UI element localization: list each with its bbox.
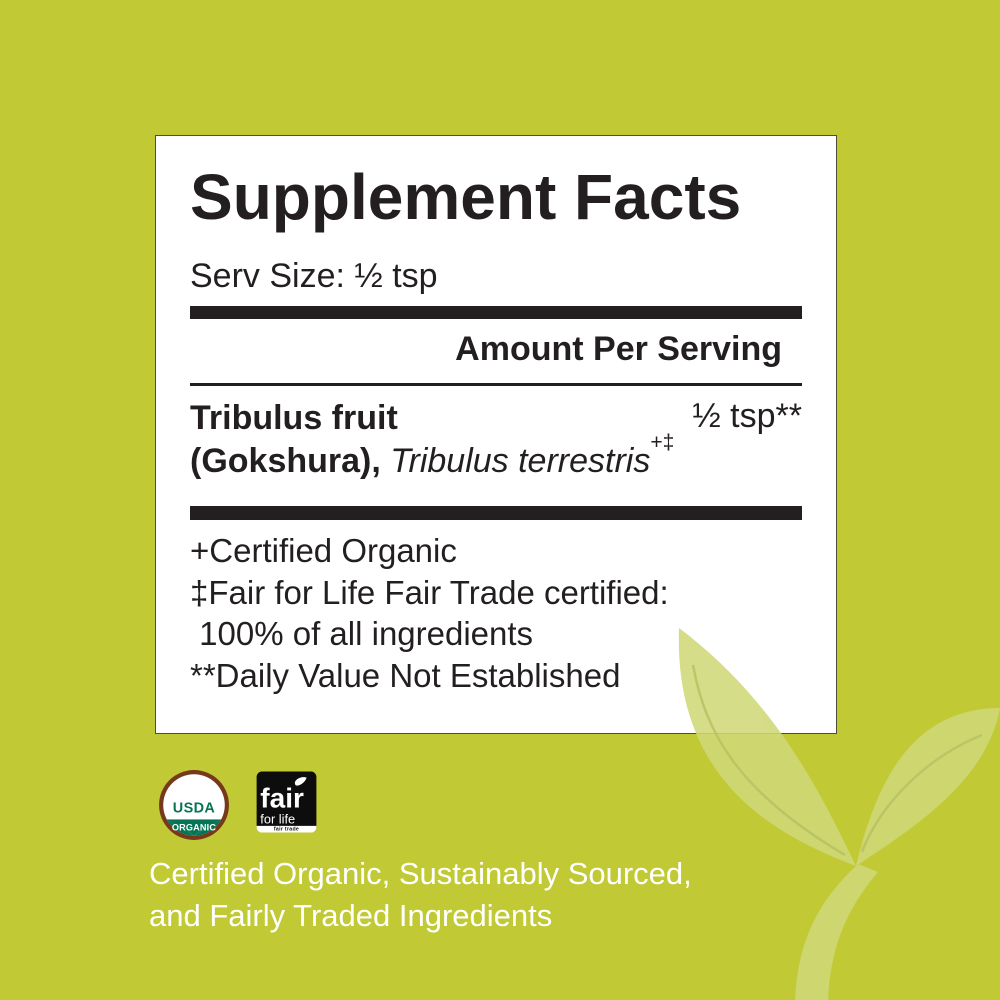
svg-text:fair trade: fair trade xyxy=(274,827,299,833)
svg-text:ORGANIC: ORGANIC xyxy=(172,822,217,832)
svg-text:fair: fair xyxy=(260,783,304,814)
svg-text:USDA: USDA xyxy=(173,801,216,817)
svg-text:for life: for life xyxy=(260,811,295,826)
